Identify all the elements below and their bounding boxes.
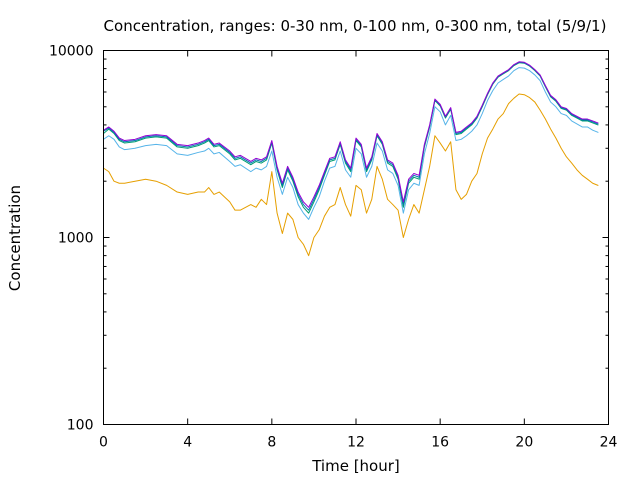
- series-line-0-100-nm: [103, 67, 599, 220]
- x-axis: 0 4 8 12 16 20 24: [99, 50, 618, 451]
- x-tick-label: 4: [183, 435, 192, 451]
- x-tick-label: 0: [99, 435, 108, 451]
- x-tick-label: 24: [600, 435, 618, 451]
- y-tick-label: 1000: [58, 231, 94, 247]
- x-tick-label: 12: [347, 435, 365, 451]
- y-tick-label: 10000: [49, 44, 94, 60]
- x-tick-label: 8: [267, 435, 276, 451]
- x-tick-label: 16: [431, 435, 449, 451]
- plot-frame: [103, 50, 609, 425]
- series-line-total-upper: [103, 61, 599, 208]
- y-axis: 100 1000 10000: [49, 44, 609, 434]
- chart-title: Concentration, ranges: 0-30 nm, 0-100 nm…: [104, 17, 607, 35]
- x-tick-label: 20: [515, 435, 533, 451]
- y-axis-label: Concentration: [6, 185, 24, 291]
- series-line-0-300-nm: [103, 62, 599, 214]
- series-layer: [103, 61, 599, 257]
- x-axis-label: Time [hour]: [311, 457, 400, 475]
- series-line-0-30-nm: [103, 93, 599, 257]
- y-tick-label: 100: [67, 418, 94, 434]
- series-line-total: [103, 61, 599, 211]
